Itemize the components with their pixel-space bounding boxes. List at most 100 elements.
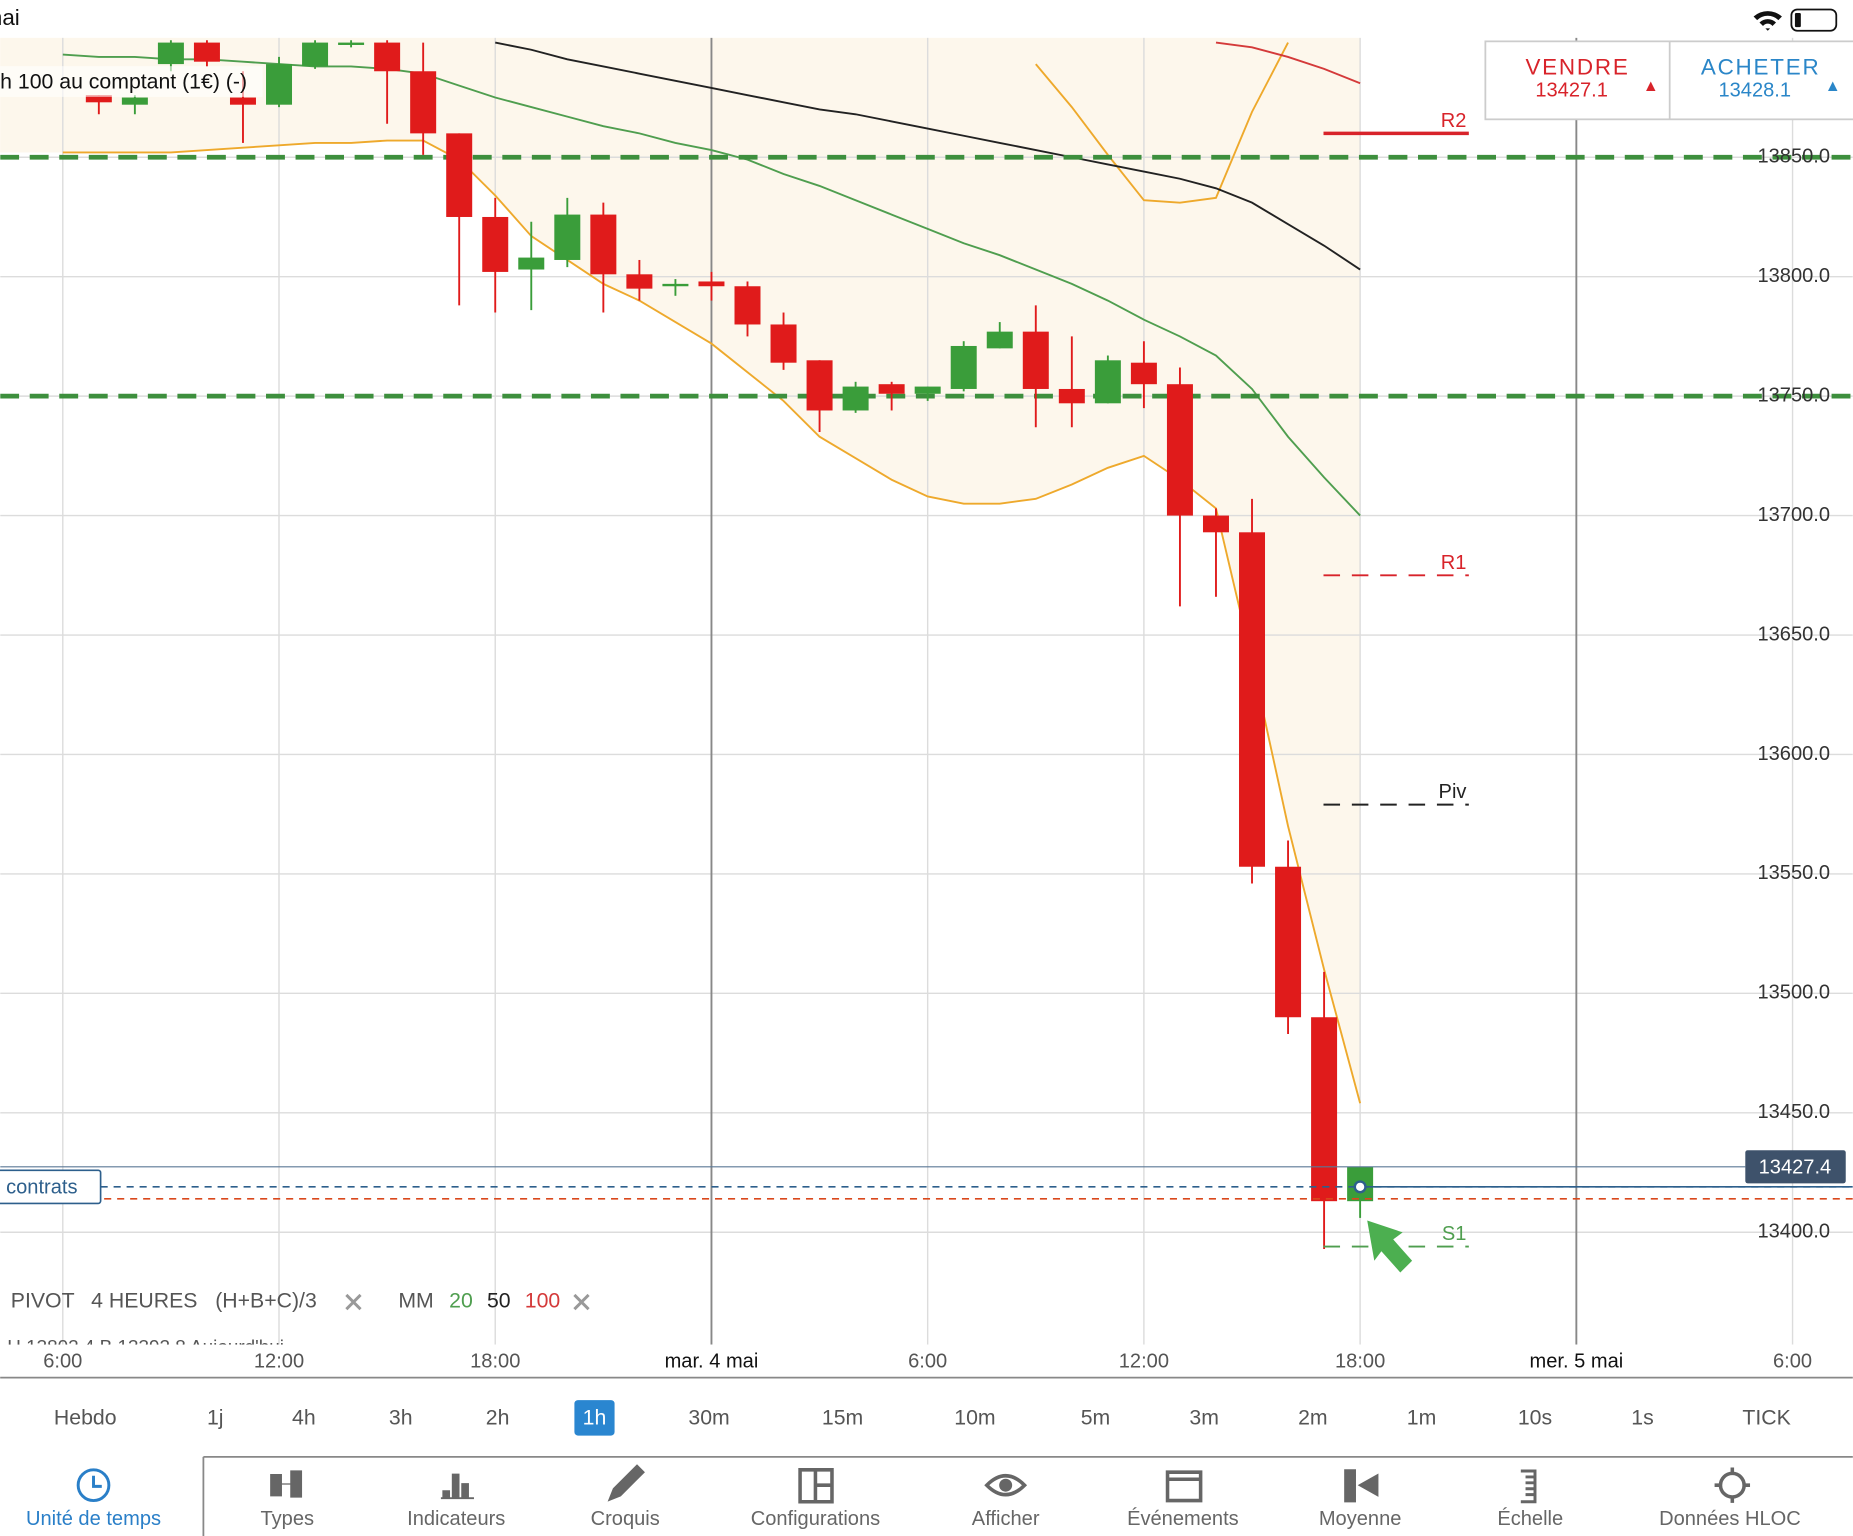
candle-body — [1275, 866, 1302, 1018]
battery-level — [1794, 12, 1801, 28]
timeframe-button[interactable]: 3m — [1189, 1406, 1219, 1430]
candle-body — [446, 133, 473, 217]
y-tick-label: 13650.0 — [1757, 623, 1830, 645]
timeframe-button[interactable]: 1m — [1407, 1406, 1437, 1430]
band-fill — [0, 37, 1361, 1104]
timeframe-button[interactable]: 4h — [292, 1406, 316, 1430]
candle-body — [302, 42, 329, 67]
icon-layout — [798, 1468, 834, 1504]
buy-price[interactable]: 13428.1 — [1718, 79, 1791, 101]
timeframe-button[interactable]: 5m — [1081, 1406, 1111, 1430]
icon-eye-pupil — [999, 1478, 1013, 1492]
toolbar-button[interactable]: Échelle — [1497, 1507, 1563, 1530]
timeframe-button[interactable]: 2m — [1298, 1406, 1328, 1430]
toolbar-button[interactable]: Indicateurs — [407, 1508, 505, 1530]
icon-average — [1344, 1469, 1379, 1503]
y-tick-label: 13850.0 — [1757, 146, 1830, 168]
mm-title: MM — [398, 1289, 433, 1313]
timeframe-button[interactable]: 10m — [954, 1406, 995, 1430]
trade-box: VENDRE 13427.1 ACHETER 13428.1 — [1484, 40, 1853, 121]
candle-body — [266, 64, 293, 105]
buy-button[interactable]: ACHETER 13428.1 — [1701, 54, 1838, 101]
y-tick-label: 13450.0 — [1757, 1101, 1830, 1123]
candle-body — [842, 386, 869, 411]
remove-pivot[interactable] — [345, 1293, 362, 1311]
legend-entry: 100 — [525, 1289, 560, 1313]
toolbar-button[interactable]: Unité de temps — [26, 1508, 161, 1530]
last-price-box — [1745, 1150, 1846, 1184]
legend-summary: H 13802.4 B 13392.8 Aujourd'hui — [7, 1337, 284, 1358]
status-text: mai — [0, 5, 20, 30]
timeframe-button[interactable]: 1h — [583, 1406, 607, 1430]
icon-indicators — [440, 1473, 474, 1500]
toolbar-button[interactable]: Données HLOC — [1659, 1508, 1801, 1530]
candle-body — [229, 97, 256, 105]
timeframe-button[interactable]: 10s — [1518, 1406, 1552, 1430]
candle-body — [1166, 384, 1193, 516]
candle-body — [338, 42, 365, 45]
timeframe-button[interactable]: Hebdo — [54, 1406, 117, 1430]
toolbar-button[interactable]: Événements — [1127, 1507, 1239, 1530]
icon-target-ticks — [1714, 1467, 1751, 1503]
sell-arrow — [1646, 81, 1656, 91]
status-icons — [1753, 8, 1838, 32]
toolbar-button[interactable]: Afficher — [972, 1508, 1040, 1530]
y-tick-label: 13500.0 — [1757, 982, 1830, 1004]
instrument-label: h 100 au comptant (1€) (-) — [0, 69, 247, 93]
x-tick-label: 6:00 — [43, 1351, 82, 1373]
position-label[interactable]: contrats — [6, 1176, 77, 1198]
band-upper — [1035, 42, 1289, 204]
sell-price[interactable]: 13427.1 — [1535, 79, 1608, 101]
toolbar-button[interactable]: Croquis — [591, 1508, 660, 1530]
timeframe-button[interactable]: 3h — [389, 1406, 413, 1430]
timeframe-button[interactable]: 1j — [207, 1406, 224, 1430]
legend-entry: 20 — [449, 1289, 473, 1313]
candle-body — [698, 281, 725, 287]
toolbar-icons — [76, 1464, 1751, 1504]
remove-mm[interactable] — [573, 1293, 590, 1311]
y-tick-label: 13550.0 — [1757, 862, 1830, 884]
timeframe-button[interactable]: 1s — [1631, 1406, 1653, 1430]
last-price-label: 13427.4 — [1759, 1156, 1832, 1178]
timeframe-button[interactable]: TICK — [1742, 1406, 1790, 1430]
toolbar: Unité de temps Types Indicateurs Croquis Con… — [26, 1507, 1801, 1530]
candle-body — [878, 384, 905, 394]
instrument-bg — [0, 66, 263, 97]
toolbar-button[interactable]: Moyenne — [1319, 1508, 1402, 1530]
candle-body — [193, 42, 220, 62]
buy-arrow — [1828, 81, 1838, 91]
x-date-label: mar. 4 mai — [665, 1351, 759, 1373]
candle-body — [410, 71, 437, 134]
x-date-label: mer. 5 mai — [1529, 1351, 1623, 1373]
x-tick-label: 18:00 — [470, 1351, 520, 1373]
position-box[interactable] — [0, 1169, 102, 1205]
candle-body — [121, 97, 148, 105]
timeframe-button[interactable]: 15m — [822, 1406, 863, 1430]
buy-label[interactable]: ACHETER — [1701, 54, 1821, 79]
timeframe-button[interactable]: 2h — [486, 1406, 510, 1430]
timeframe-button[interactable]: 30m — [688, 1406, 729, 1430]
candle-body — [157, 42, 184, 65]
toolbar-button[interactable]: Configurations — [751, 1508, 880, 1530]
x-axis: 6:00 12:00 18:00 mar. 4 mai 6:00 12:00 18:00 me… — [43, 1351, 1812, 1373]
candle-body — [986, 331, 1013, 349]
sell-button[interactable]: VENDRE 13427.1 — [1525, 54, 1656, 101]
sell-label[interactable]: VENDRE — [1525, 54, 1629, 79]
y-tick-label: 13750.0 — [1757, 384, 1830, 406]
timeframe-selected-bg[interactable] — [574, 1400, 615, 1436]
candle-body — [1094, 360, 1121, 404]
candle-body — [914, 386, 941, 394]
candle-body — [770, 324, 797, 363]
x-tick-label: 6:00 — [908, 1351, 947, 1373]
pivot-label: S1 — [1442, 1223, 1467, 1245]
overlay: R2 R1 Piv S1 contrats 13400.0 13450.0 13500.0 13… — [0, 110, 1846, 1245]
icon-scale — [1520, 1469, 1537, 1504]
indicator-legend: PIVOT 4 HEURES (H+B+C)/3 MM 20 50 100 H 13… — [7, 1289, 590, 1358]
x-tick-label: 18:00 — [1335, 1351, 1385, 1373]
toolbar-button[interactable]: Types — [260, 1508, 314, 1530]
candle-body — [518, 257, 545, 270]
moving-average — [1215, 41, 1361, 85]
band-lower — [62, 139, 1362, 1104]
x-tick-label: 6:00 — [1773, 1351, 1812, 1373]
